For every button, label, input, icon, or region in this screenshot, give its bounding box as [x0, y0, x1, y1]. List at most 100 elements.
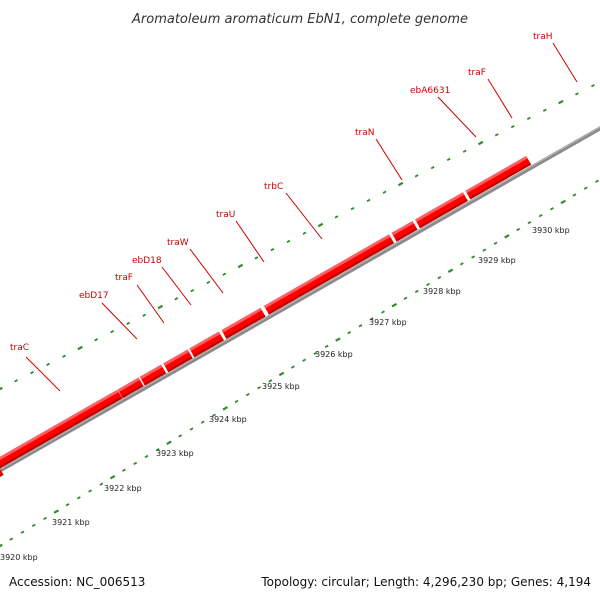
outer-tick-31 — [494, 133, 499, 137]
inner-tick-6 — [65, 503, 70, 507]
gene-label[interactable]: traC — [10, 343, 29, 353]
kbp-label: 3922 kbp — [104, 484, 142, 493]
inner-tick-21 — [234, 399, 239, 404]
outer-tick-3 — [46, 362, 50, 367]
outer-tick-12 — [190, 288, 195, 293]
kbp-label: 3926 kbp — [315, 350, 353, 359]
outer-tick-10 — [157, 304, 164, 310]
outer-tick-18 — [286, 239, 291, 244]
kbp-label: 3927 kbp — [369, 318, 407, 327]
outer-tick-23 — [366, 198, 371, 203]
inner-tick-1 — [9, 537, 14, 541]
inner-tick-45 — [504, 234, 510, 239]
gene-label[interactable]: traF — [115, 273, 133, 283]
inner-tick-22 — [245, 392, 250, 397]
outer-tick-22 — [350, 206, 355, 211]
gene-leader-line — [285, 192, 323, 240]
outer-tick-21 — [334, 215, 339, 219]
inner-tick-26 — [290, 365, 295, 369]
inner-tick-34 — [381, 310, 385, 314]
gene-block-3[interactable] — [117, 377, 144, 399]
gene-leader-line — [25, 356, 61, 392]
inner-tick-48 — [538, 214, 543, 218]
outer-tick-28 — [446, 157, 451, 162]
outer-tick-0 — [0, 386, 3, 392]
gene-label[interactable]: ebD18 — [132, 256, 162, 266]
gene-label[interactable]: traN — [355, 128, 374, 138]
gene-leader-line — [375, 138, 403, 181]
outer-tick-8 — [126, 321, 131, 326]
outer-tick-13 — [206, 280, 211, 285]
genome-backbone — [0, 126, 600, 473]
outer-tick-33 — [526, 116, 531, 121]
inner-tick-17 — [189, 427, 194, 431]
gene-label[interactable]: ebA6631 — [410, 86, 450, 96]
gene-label[interactable]: traF — [468, 68, 486, 78]
inner-tick-50 — [560, 199, 566, 205]
gene-block-2[interactable] — [0, 389, 123, 481]
inner-tick-44 — [493, 241, 498, 245]
gene-leader-line — [487, 78, 513, 119]
inner-tick-38 — [426, 282, 430, 287]
inner-tick-30 — [335, 337, 341, 342]
outer-tick-27 — [430, 166, 435, 170]
gene-block-4[interactable] — [139, 364, 167, 386]
inner-tick-12 — [133, 461, 138, 466]
outer-tick-20 — [317, 222, 324, 228]
inner-tick-39 — [437, 275, 442, 280]
backbone-highlight — [0, 126, 600, 470]
inner-tick-2 — [20, 530, 25, 534]
inner-tick-4 — [43, 516, 47, 521]
inner-tick-27 — [302, 358, 307, 362]
kbp-label: 3925 kbp — [262, 382, 300, 391]
outer-tick-34 — [542, 108, 547, 112]
outer-tick-24 — [382, 190, 387, 194]
inner-tick-13 — [144, 454, 149, 459]
inner-tick-33 — [369, 317, 374, 321]
inner-tick-49 — [550, 207, 554, 211]
backbone-line — [0, 126, 600, 473]
gene-label[interactable]: traW — [167, 238, 189, 248]
outer-tick-7 — [110, 329, 115, 334]
inner-tick-29 — [324, 344, 329, 349]
outer-tick-30 — [477, 140, 484, 146]
gene-block-6[interactable] — [189, 331, 224, 358]
gene-leader-line — [235, 220, 265, 263]
kbp-label: 3921 kbp — [52, 518, 90, 527]
inner-tick-24 — [268, 379, 273, 383]
inner-tick-43 — [482, 248, 487, 252]
gene-leader-line — [161, 266, 192, 306]
gene-label[interactable]: traU — [216, 210, 235, 220]
gene-block-8[interactable] — [264, 234, 395, 315]
gene-block-5[interactable] — [163, 349, 193, 373]
gene-label[interactable]: traH — [533, 32, 553, 42]
gene-label[interactable]: ebD17 — [79, 291, 109, 301]
inner-tick-46 — [516, 227, 521, 232]
inner-tick-19 — [212, 413, 216, 417]
inner-tick-7 — [76, 496, 81, 500]
inner-tick-15 — [166, 440, 172, 445]
kbp-label: 3929 kbp — [478, 256, 516, 265]
kbp-label: 3928 kbp — [423, 287, 461, 296]
kbp-label: 3930 kbp — [532, 226, 570, 235]
inner-tick-28 — [313, 351, 318, 355]
gene-block-9[interactable] — [391, 221, 418, 242]
gene-block-10[interactable] — [415, 192, 468, 229]
inner-tick-18 — [200, 420, 205, 424]
gene-label[interactable]: trbC — [264, 182, 283, 192]
inner-tick-25 — [278, 371, 285, 377]
outer-tick-5 — [77, 345, 83, 351]
outer-tick-16 — [254, 256, 259, 260]
outer-tick-11 — [174, 297, 179, 301]
inner-tick-36 — [403, 296, 408, 300]
inner-tick-42 — [471, 255, 476, 259]
gene-block-7[interactable] — [221, 307, 266, 339]
inner-tick-40 — [447, 268, 454, 273]
outer-tick-36 — [574, 92, 579, 96]
gene-track — [0, 155, 532, 487]
kbp-label-layer: 3920 kbp 3921 kbp 3922 kbp 3923 kbp 3924 kbp… — [0, 226, 570, 562]
gene-leader-line — [552, 42, 578, 83]
gene-block-11[interactable] — [465, 155, 532, 200]
inner-tick-31 — [347, 331, 352, 335]
